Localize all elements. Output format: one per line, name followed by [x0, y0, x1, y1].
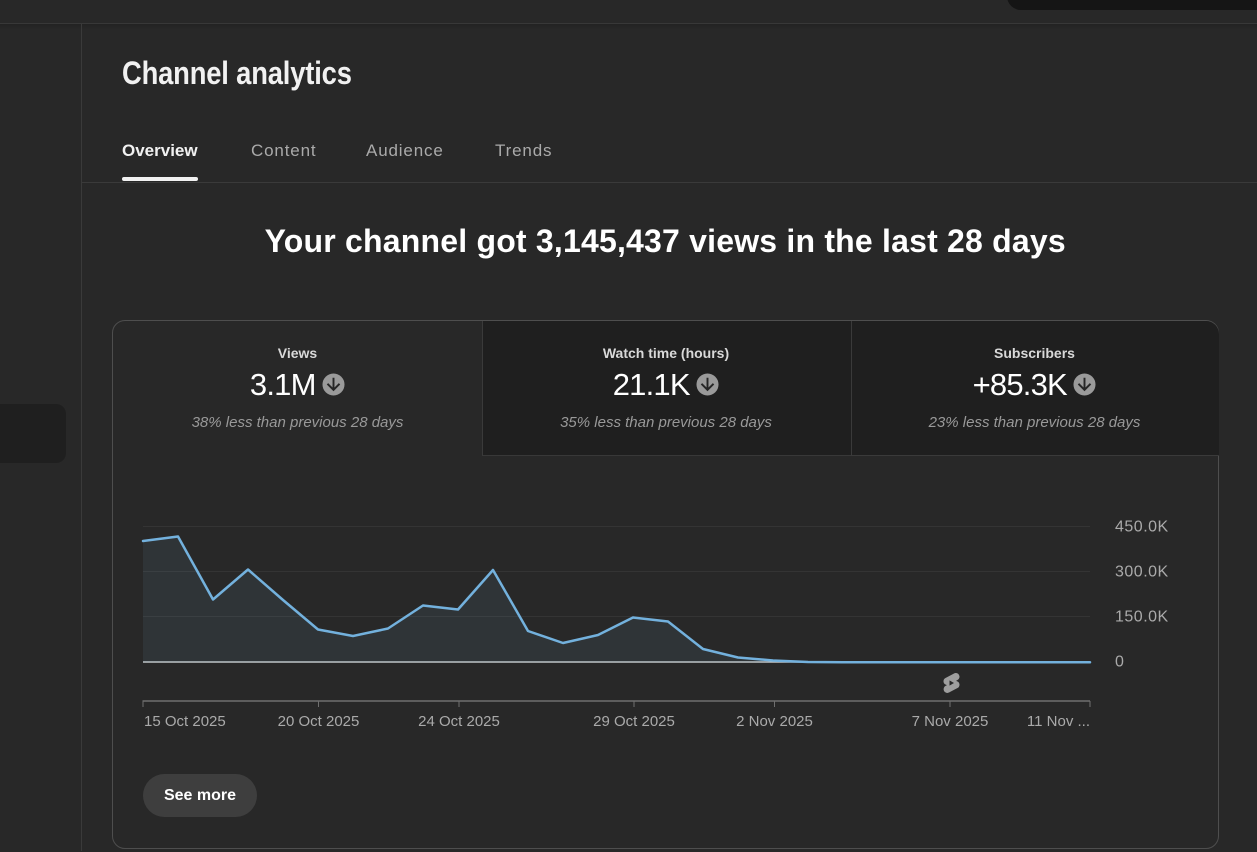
svg-text:150.0K: 150.0K	[1115, 609, 1169, 626]
svg-text:20 Oct 2025: 20 Oct 2025	[278, 713, 360, 730]
svg-text:29 Oct 2025: 29 Oct 2025	[593, 713, 675, 730]
svg-text:300.0K: 300.0K	[1115, 564, 1169, 581]
svg-text:2 Nov 2025: 2 Nov 2025	[736, 713, 813, 730]
svg-text:0: 0	[1115, 654, 1124, 671]
svg-text:450.0K: 450.0K	[1115, 519, 1169, 536]
svg-text:15 Oct 2025: 15 Oct 2025	[144, 713, 226, 730]
svg-text:11 Nov ...: 11 Nov ...	[1027, 713, 1090, 730]
svg-text:24 Oct 2025: 24 Oct 2025	[418, 713, 500, 730]
svg-text:7 Nov 2025: 7 Nov 2025	[912, 713, 989, 730]
